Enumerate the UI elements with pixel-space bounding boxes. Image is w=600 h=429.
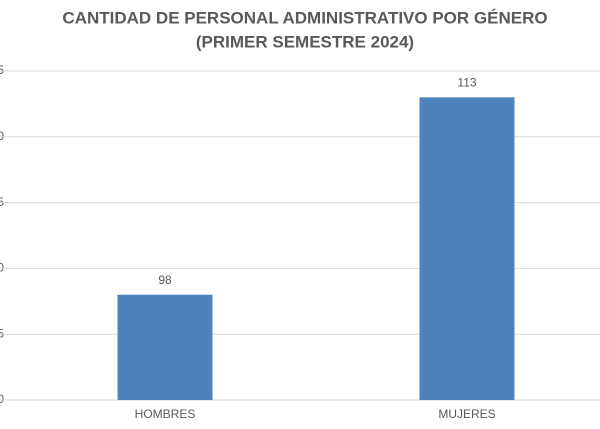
chart-title: (PRIMER SEMESTRE 2024) [196,32,414,51]
x-tick-label: HOMBRES [135,407,196,421]
data-label: 98 [158,273,172,287]
y-tick-label: 100 [0,261,4,275]
chart-title: CANTIDAD DE PERSONAL ADMINISTRATIVO POR … [62,8,547,27]
y-tick-label: 105 [0,195,4,209]
data-label: 113 [457,75,476,89]
bar [419,97,515,400]
bar [117,294,213,400]
y-tick-label: 115 [0,63,4,77]
y-tick-label: 95 [0,326,4,340]
x-tick-label: MUJERES [438,407,495,421]
y-tick-label: 90 [0,392,4,406]
y-tick-label: 110 [0,129,4,143]
